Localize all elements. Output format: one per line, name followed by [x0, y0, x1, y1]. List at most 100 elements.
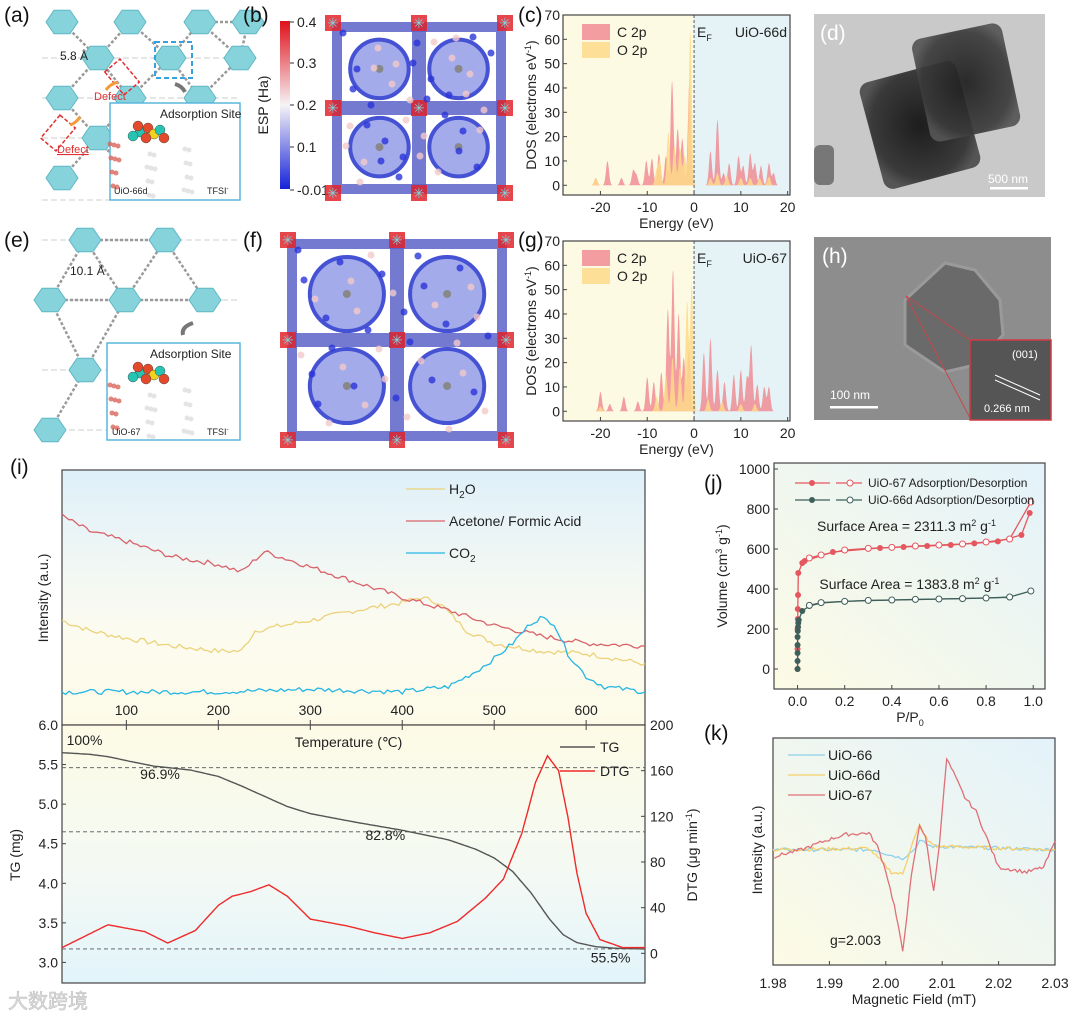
x-tick-label: 20 [780, 199, 796, 215]
tga-line-dtg [61, 754, 645, 949]
adsorption-point [795, 570, 802, 576]
y-tick-label: 50 [544, 282, 560, 298]
legend-label: O 2p [617, 268, 648, 284]
lattice-fringe-marks [994, 374, 1041, 401]
legend-label: UiO-66 [828, 747, 873, 763]
esp-atom-blob [456, 264, 464, 272]
zoom-guide-lines [905, 295, 971, 419]
legend-label-end: O [465, 481, 476, 497]
esp-positive-region [389, 232, 405, 248]
desorption-point [982, 538, 990, 546]
y-axis-label-part: Volume (cm [714, 554, 730, 628]
annotation-part: 2 [975, 576, 980, 586]
framework-atom [185, 188, 191, 194]
tfsi-atom [132, 120, 144, 132]
carbon-atom [375, 143, 384, 152]
framework-atom [146, 192, 152, 198]
lattice-plane-label: (001) [1012, 349, 1038, 361]
y-tick-label: 600 [747, 541, 771, 557]
adsorption-point [794, 666, 801, 672]
esp-positive-region [497, 100, 513, 116]
zr-cluster-node [33, 417, 67, 443]
zr-node-icon: ✳ [327, 185, 339, 201]
y-tick-label: 30 [544, 330, 560, 346]
framework-atom [108, 155, 114, 161]
esp-atom-blob [350, 382, 358, 390]
y-axis-label-part: g [714, 537, 730, 549]
linker [61, 137, 99, 179]
esp-atom-blob [413, 39, 421, 47]
zr-node-icon: ✳ [413, 185, 425, 201]
y2-tick-label: 80 [650, 854, 666, 870]
framework-atom [148, 165, 154, 171]
zr-node-icon: ✳ [413, 100, 425, 116]
esp-atom-blob [476, 126, 484, 134]
framework-atom [183, 160, 189, 166]
framework-atom [146, 433, 152, 439]
colorbar-tick-label: 0.1 [297, 139, 317, 155]
n2-isotherm-chart: UiO-67 Adsorption/Desorption UiO-66d Adso… [714, 461, 1046, 728]
legend-label-main: CO [449, 545, 470, 561]
legend-label-main: H [449, 481, 459, 497]
framework-atom [109, 169, 115, 175]
x-axis-label-part: P/P [896, 709, 919, 725]
framework-atom [181, 428, 187, 434]
x-tick-label: 300 [299, 702, 323, 718]
legend-marker-filled [809, 480, 815, 486]
y2-tick-label: 200 [650, 717, 674, 733]
y-axis-label: DOS (electrons eV-1) [523, 266, 539, 395]
zr-cluster-node [81, 45, 115, 71]
framework-atom [151, 393, 157, 399]
esp-atom-blob [374, 44, 382, 52]
esp-atom-blob [308, 370, 316, 378]
framework-atom [114, 425, 120, 431]
plot-frame [562, 14, 791, 196]
zr-node-icon: ✳ [391, 232, 403, 248]
x-tick-label: -10 [637, 425, 657, 441]
y-tick-label: 70 [544, 233, 560, 249]
framework-atom [116, 157, 122, 163]
framework-atom [112, 397, 118, 403]
esp-atom-blob [339, 29, 347, 37]
esp-atom-blob [347, 277, 355, 285]
y-axis-label-part: -1 [523, 45, 533, 53]
y-tick-label: 0 [552, 403, 560, 419]
tem-image-uio66d: (d) 500 nm [814, 14, 1045, 197]
annotation-part: 2 [971, 518, 976, 528]
esp-atom-blob [445, 91, 453, 99]
plot-frame [61, 724, 646, 984]
x-tick-label: 0.8 [976, 693, 996, 709]
x-tick-label: 20 [780, 425, 796, 441]
framework-atom [108, 396, 114, 402]
ms-line [61, 615, 646, 696]
x-tick-label: -20 [590, 425, 610, 441]
y-tick-label: 20 [544, 355, 560, 371]
esp-atom-blob [346, 122, 354, 130]
framework-atom [188, 416, 194, 422]
x-axis-label: Magnetic Field (mT) [852, 991, 976, 1007]
esp-atom-blob [417, 357, 425, 365]
adsorption-point [924, 543, 931, 549]
framework-atom [113, 170, 119, 176]
x-tick-label: 0.4 [882, 693, 902, 709]
legend-label: C 2p [617, 250, 647, 266]
esp-atom-blob [403, 413, 411, 421]
esp-atom-blob [336, 258, 344, 266]
legend-label: UiO-66d Adsorption/Desorption [868, 493, 1034, 507]
esp-atom-blob [339, 363, 347, 371]
zr-cluster-node [223, 45, 257, 71]
inset-e: Adsorption Site UiO-67 TFSI- [106, 342, 241, 441]
adsorption-point [829, 549, 836, 555]
desorption-point [935, 541, 943, 549]
y2-axis-label-part: ) [684, 808, 700, 813]
defect-box [39, 114, 77, 152]
framework-atom [145, 178, 151, 184]
surface-area-annotation: Surface Area = 1383.8 m2 g-1 [819, 576, 999, 592]
esp-positive-region [411, 185, 427, 201]
adsorption-point [794, 606, 801, 612]
adsorption-point [1018, 532, 1025, 538]
y-tick-label: 800 [747, 501, 771, 517]
x-axis-label: Energy (eV) [639, 441, 714, 457]
d-spacing-label: 0.266 nm [984, 403, 1030, 415]
annotation-part: Surface Area = 1383.8 m [819, 576, 974, 592]
